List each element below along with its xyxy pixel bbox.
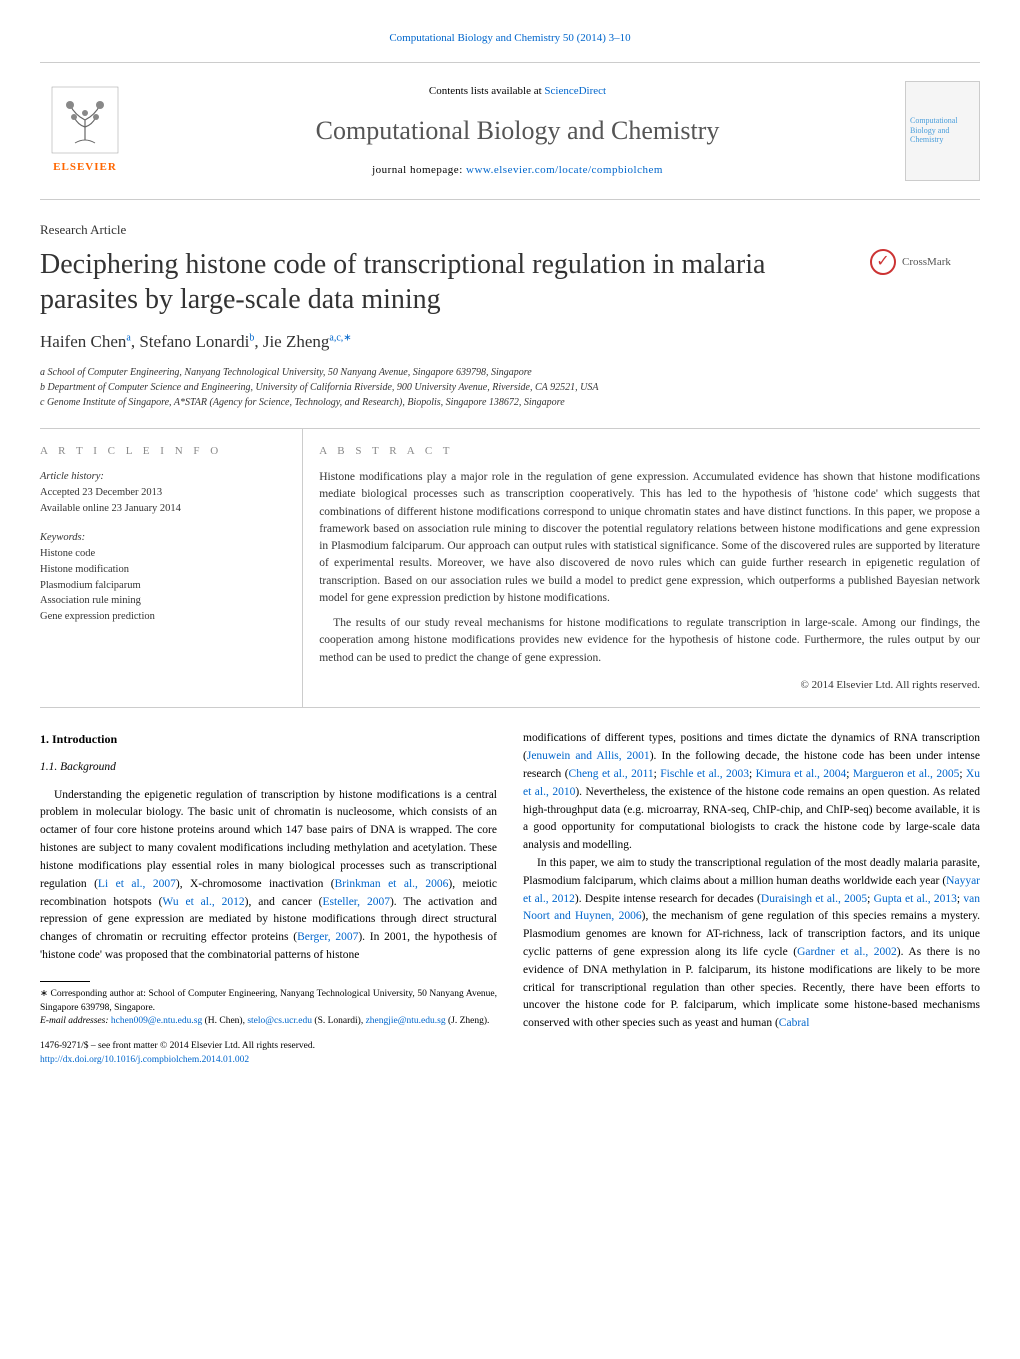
body-text: ; (846, 768, 853, 780)
doi-block: 1476-9271/$ – see front matter © 2014 El… (40, 1039, 497, 1068)
header-citation: Computational Biology and Chemistry 50 (… (40, 30, 980, 47)
body-text: ). Nevertheless, the existence of the hi… (523, 786, 980, 851)
author-1: Haifen Chen (40, 332, 126, 351)
history-label: Article history: (40, 469, 286, 485)
keyword: Histone code (40, 546, 286, 562)
author-3: , Jie Zheng (254, 332, 329, 351)
homepage-link[interactable]: www.elsevier.com/locate/compbiolchem (466, 164, 663, 176)
section-1-heading: 1. Introduction (40, 730, 497, 749)
citation-link[interactable]: Li et al., 2007 (98, 878, 176, 890)
crossmark-label: CrossMark (902, 254, 951, 271)
email-footnote: E-mail addresses: hchen009@e.ntu.edu.sg … (40, 1015, 497, 1029)
email-label: E-mail addresses: (40, 1016, 111, 1026)
citation-link[interactable]: Cabral (779, 1017, 810, 1029)
journal-homepage: journal homepage: www.elsevier.com/locat… (130, 162, 905, 179)
abstract-p1: Histone modifications play a major role … (319, 469, 980, 607)
footnote-rule (40, 981, 90, 982)
body-text: ). As there is no evidence of DNA methyl… (523, 946, 980, 1029)
body-text: ; (749, 768, 756, 780)
section-1-1-heading: 1.1. Background (40, 759, 497, 777)
keywords-list: Histone code Histone modification Plasmo… (40, 546, 286, 625)
citation-link[interactable]: Jenuwein and Allis, 2001 (527, 750, 650, 762)
citation-link[interactable]: Duraisingh et al., 2005 (761, 893, 867, 905)
affiliation-b: b Department of Computer Science and Eng… (40, 380, 980, 395)
body-text: ). Despite intense research for decades … (575, 893, 761, 905)
citation-link[interactable]: Esteller, 2007 (323, 896, 390, 908)
keyword: Association rule mining (40, 593, 286, 609)
email-who: (J. Zheng). (446, 1016, 490, 1026)
citation-link[interactable]: Margueron et al., 2005 (853, 768, 959, 780)
email-link[interactable]: stelo@cs.ucr.edu (247, 1016, 312, 1026)
email-who: (S. Lonardi), (312, 1016, 366, 1026)
body-text: ; (959, 768, 966, 780)
copyright: © 2014 Elsevier Ltd. All rights reserved… (319, 677, 980, 694)
email-link[interactable]: hchen009@e.ntu.edu.sg (111, 1016, 202, 1026)
article-type: Research Article (40, 220, 980, 240)
body-text: ), and cancer ( (245, 896, 323, 908)
authors: Haifen Chena, Stefano Lonardib, Jie Zhen… (40, 329, 980, 355)
keywords-label: Keywords: (40, 530, 286, 546)
body-text: In this paper, we aim to study the trans… (523, 857, 980, 887)
body-text: ), X-chromosome inactivation ( (176, 878, 335, 890)
citation-link[interactable]: Fischle et al., 2003 (660, 768, 749, 780)
body-paragraph: Understanding the epigenetic regulation … (40, 787, 497, 965)
online-date: Available online 23 January 2014 (40, 501, 286, 517)
abstract-col: A B S T R A C T Histone modifications pl… (303, 429, 980, 708)
journal-name: Computational Biology and Chemistry (130, 111, 905, 150)
body-paragraph: modifications of different types, positi… (523, 730, 980, 855)
affiliation-c: c Genome Institute of Singapore, A*STAR … (40, 395, 980, 410)
crossmark-icon: ✓ (870, 249, 896, 275)
accepted-date: Accepted 23 December 2013 (40, 485, 286, 501)
email-link[interactable]: zhengjie@ntu.edu.sg (366, 1016, 446, 1026)
citation-link[interactable]: Cheng et al., 2011 (569, 768, 654, 780)
citation-link[interactable]: Brinkman et al., 2006 (335, 878, 449, 890)
citation-link[interactable]: Gupta et al., 2013 (874, 893, 957, 905)
elsevier-text: ELSEVIER (53, 159, 117, 176)
abstract-heading: A B S T R A C T (319, 443, 980, 460)
body-columns: 1. Introduction 1.1. Background Understa… (40, 730, 980, 1067)
article-title: Deciphering histone code of transcriptio… (40, 247, 870, 317)
body-col-left: 1. Introduction 1.1. Background Understa… (40, 730, 497, 1067)
body-text: Understanding the epigenetic regulation … (40, 789, 497, 890)
article-info-col: A R T I C L E I N F O Article history: A… (40, 429, 303, 708)
sciencedirect-link[interactable]: ScienceDirect (544, 85, 606, 97)
citation-link[interactable]: Gardner et al., 2002 (797, 946, 897, 958)
abstract-p2: The results of our study reveal mechanis… (319, 615, 980, 667)
title-row: Deciphering histone code of transcriptio… (40, 247, 980, 317)
issn-line: 1476-9271/$ – see front matter © 2014 El… (40, 1039, 497, 1053)
body-paragraph: In this paper, we aim to study the trans… (523, 855, 980, 1033)
top-banner: ELSEVIER Contents lists available at Sci… (40, 62, 980, 200)
corresponding-author: ∗ Corresponding author at: School of Com… (40, 988, 497, 1016)
banner-center: Contents lists available at ScienceDirec… (130, 83, 905, 179)
elsevier-logo: ELSEVIER (40, 81, 130, 181)
keyword: Histone modification (40, 562, 286, 578)
article-history: Article history: Accepted 23 December 20… (40, 469, 286, 516)
abstract-text: Histone modifications play a major role … (319, 469, 980, 667)
article-info-heading: A R T I C L E I N F O (40, 443, 286, 460)
body-col-right: modifications of different types, positi… (523, 730, 980, 1067)
keyword: Gene expression prediction (40, 609, 286, 625)
journal-cover-text: Computational Biology and Chemistry (906, 112, 979, 149)
elsevier-tree-icon (50, 85, 120, 155)
email-who: (H. Chen), (202, 1016, 247, 1026)
affiliation-a: a School of Computer Engineering, Nanyan… (40, 365, 980, 380)
citation-link[interactable]: Wu et al., 2012 (162, 896, 244, 908)
doi-link[interactable]: http://dx.doi.org/10.1016/j.compbiolchem… (40, 1055, 249, 1065)
journal-cover-thumb: Computational Biology and Chemistry (905, 81, 980, 181)
info-abstract-section: A R T I C L E I N F O Article history: A… (40, 428, 980, 709)
citation-link[interactable]: Kimura et al., 2004 (756, 768, 847, 780)
author-3-sup: a,c,∗ (329, 332, 351, 343)
contents-prefix: Contents lists available at (429, 85, 544, 97)
author-2: , Stefano Lonardi (131, 332, 250, 351)
keywords-block: Keywords: Histone code Histone modificat… (40, 530, 286, 625)
contents-available: Contents lists available at ScienceDirec… (130, 83, 905, 100)
homepage-prefix: journal homepage: (372, 164, 466, 176)
keyword: Plasmodium falciparum (40, 578, 286, 594)
citation-link[interactable]: Berger, 2007 (297, 931, 358, 943)
affiliations: a School of Computer Engineering, Nanyan… (40, 365, 980, 410)
crossmark-badge[interactable]: ✓ CrossMark (870, 247, 980, 277)
